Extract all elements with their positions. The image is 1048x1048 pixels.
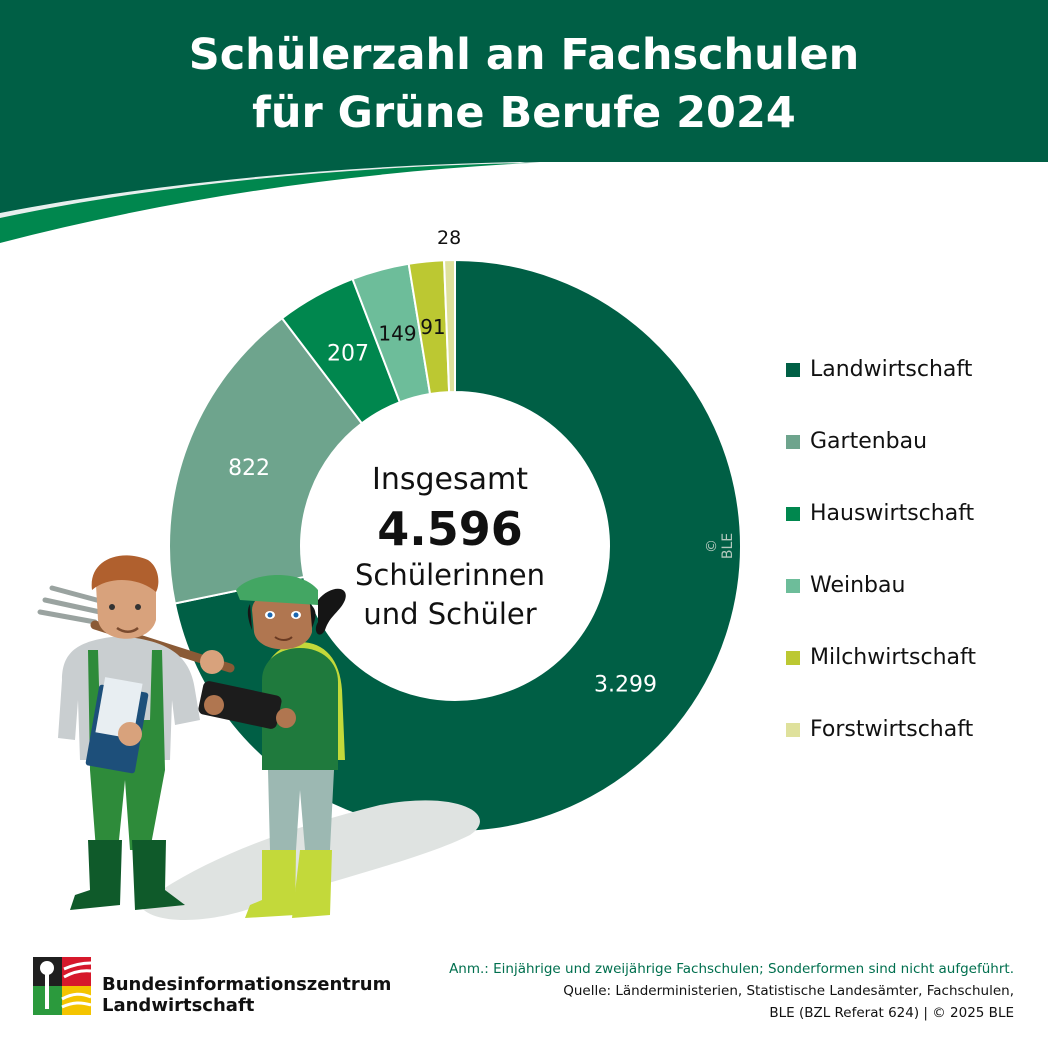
organisation-name-line-2: Landwirtschaft [102,995,255,1016]
legend-item-gartenbau: Gartenbau [786,424,1036,496]
student-with-tablet [198,574,346,918]
organisation-name: Bundesinformationszentrum Landwirtschaft [102,974,391,1016]
legend-item-weinbau: Weinbau [786,568,1036,640]
legend-item-forstwirtschaft: Forstwirtschaft [786,712,1036,784]
title-line-2: für Grüne Berufe 2024 [252,88,796,138]
legend-label: Weinbau [810,573,906,598]
footnote: Anm.: Einjährige und zweijährige Fachsch… [449,961,1014,977]
legend-swatch [786,435,800,449]
legend-item-hauswirtschaft: Hauswirtschaft [786,496,1036,568]
center-label-bottom-1: Schülerinnen [355,558,545,592]
slice-gartenbau [168,316,364,605]
center-total-value: 4.596 [377,502,523,556]
source-line-2: BLE (BZL Referat 624) | © 2025 BLE [769,1005,1014,1021]
farmer-figure [37,555,235,910]
legend-swatch [786,507,800,521]
legend-label: Landwirtschaft [810,357,973,382]
source-line-1: Quelle: Länderministerien, Statistische … [563,983,1014,999]
bzl-logo [33,957,91,1015]
legend-label: Hauswirtschaft [810,501,975,526]
header-band [0,0,1048,243]
legend-item-milchwirtschaft: Milchwirtschaft [786,640,1036,712]
organisation-name-line-1: Bundesinformationszentrum [102,974,392,995]
legend-label: Forstwirtschaft [810,717,974,742]
slice-label-landwirtschaft: 3.299 [594,673,657,698]
slice-forstwirtschaft [443,258,456,394]
slice-label-weinbau: 149 [378,322,416,346]
center-label-bottom-2: und Schüler [363,597,537,631]
legend-label: Milchwirtschaft [810,645,976,670]
chart-title: Schülerzahl an Fachschulen für Grüne Ber… [0,26,1048,142]
legend: Landwirtschaft Gartenbau Hauswirtschaft Wei… [786,352,1036,784]
slice-label-gartenbau: 822 [228,456,270,481]
source-notes: Anm.: Einjährige und zweijährige Fachsch… [374,958,1014,1024]
legend-swatch [786,723,800,737]
slice-label-forstwirtschaft: 28 [437,227,461,249]
legend-label: Gartenbau [810,429,928,454]
legend-swatch [786,651,800,665]
title-line-1: Schülerzahl an Fachschulen [188,30,860,80]
center-label-top: Insgesamt [372,462,528,497]
slice-label-hauswirtschaft: 207 [327,341,369,366]
slice-label-milchwirtschaft: 91 [420,315,445,339]
legend-swatch [786,579,800,593]
legend-swatch [786,363,800,377]
legend-item-landwirtschaft: Landwirtschaft [786,352,1036,424]
